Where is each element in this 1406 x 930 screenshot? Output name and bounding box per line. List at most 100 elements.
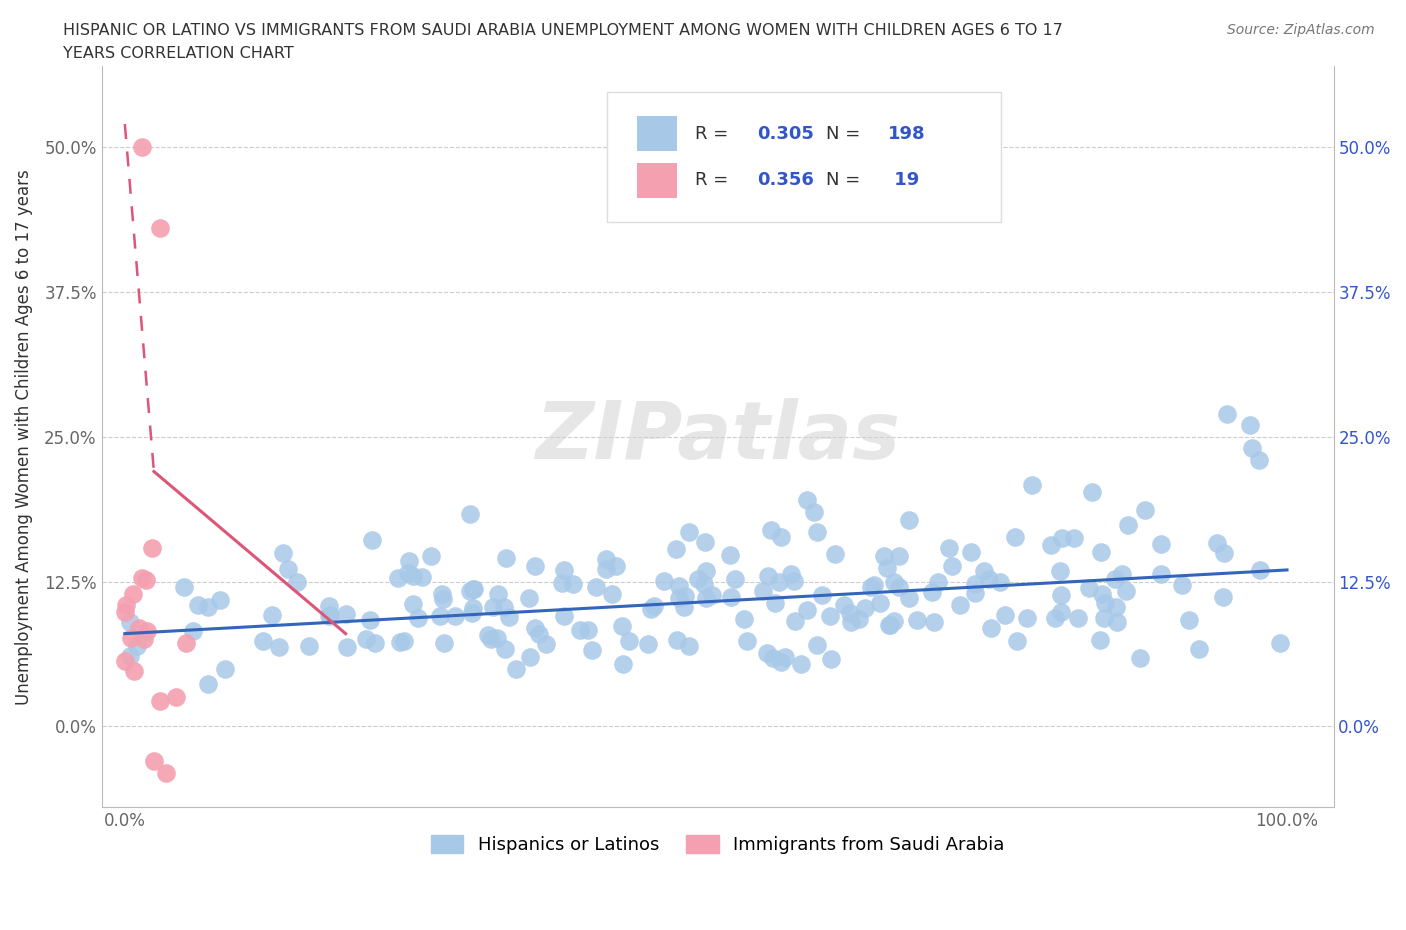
Point xyxy=(429,608,451,623)
Point xyxy=(1104,572,1126,587)
Point xyxy=(839,606,862,621)
Point xyxy=(1090,632,1112,647)
Point xyxy=(1004,530,1026,545)
Point xyxy=(761,523,783,538)
Point xyxy=(668,591,690,606)
Point xyxy=(118,614,141,629)
Point xyxy=(387,570,409,585)
Point xyxy=(485,631,508,645)
Point xyxy=(977,572,1000,587)
Point xyxy=(718,548,741,563)
Point xyxy=(135,573,157,588)
Point xyxy=(1111,567,1133,582)
Point xyxy=(824,547,846,562)
Point xyxy=(122,587,145,602)
Point xyxy=(763,595,786,610)
Point xyxy=(938,540,960,555)
Point xyxy=(173,580,195,595)
Point xyxy=(1021,477,1043,492)
Point xyxy=(673,600,696,615)
Point xyxy=(460,584,482,599)
Point xyxy=(477,628,499,643)
Point xyxy=(122,663,145,678)
Text: N =: N = xyxy=(825,125,866,142)
Point xyxy=(898,512,921,527)
Point xyxy=(267,640,290,655)
Point xyxy=(1049,563,1071,578)
Point xyxy=(693,535,716,550)
Point xyxy=(402,568,425,583)
Bar xyxy=(637,163,676,198)
Point xyxy=(796,493,818,508)
Point xyxy=(1115,583,1137,598)
Point xyxy=(354,632,377,647)
Point xyxy=(600,587,623,602)
Point xyxy=(869,596,891,611)
Point xyxy=(959,544,981,559)
Point xyxy=(883,575,905,590)
Point xyxy=(174,635,197,650)
Point xyxy=(463,581,485,596)
Text: R =: R = xyxy=(696,171,734,190)
Point xyxy=(165,690,187,705)
Point xyxy=(640,602,662,617)
Point xyxy=(142,753,165,768)
Point xyxy=(461,581,484,596)
Point xyxy=(860,580,883,595)
Point xyxy=(411,569,433,584)
Point xyxy=(336,640,359,655)
Point xyxy=(1090,544,1112,559)
Point xyxy=(1040,538,1063,552)
Point xyxy=(1249,563,1271,578)
Point xyxy=(527,627,550,642)
Point xyxy=(695,591,717,605)
Point xyxy=(1239,418,1261,432)
Point xyxy=(569,622,592,637)
Point xyxy=(756,646,779,661)
Point xyxy=(432,591,454,606)
Point xyxy=(723,571,745,586)
Point xyxy=(1077,580,1099,595)
Point xyxy=(752,584,775,599)
Point xyxy=(941,559,963,574)
Point xyxy=(619,633,641,648)
Point xyxy=(585,579,607,594)
Point xyxy=(1116,518,1139,533)
Point xyxy=(498,610,520,625)
Point xyxy=(1240,441,1263,456)
Point xyxy=(643,599,665,614)
Point xyxy=(756,569,779,584)
Point xyxy=(853,601,876,616)
Point xyxy=(553,563,575,578)
Point xyxy=(561,577,583,591)
Point xyxy=(841,615,863,630)
Point xyxy=(364,635,387,650)
Point xyxy=(519,650,541,665)
Point xyxy=(115,598,138,613)
Point xyxy=(733,611,755,626)
Point xyxy=(298,639,321,654)
Point xyxy=(285,574,308,589)
Point xyxy=(678,639,700,654)
Point xyxy=(887,548,910,563)
Point xyxy=(965,577,987,591)
Point xyxy=(197,599,219,614)
Point xyxy=(576,623,599,638)
Point xyxy=(388,635,411,650)
Point xyxy=(1133,502,1156,517)
Point xyxy=(252,634,274,649)
Point xyxy=(1043,610,1066,625)
Point xyxy=(318,608,340,623)
Point xyxy=(551,576,574,591)
Point xyxy=(524,620,547,635)
Point xyxy=(612,657,634,671)
Point xyxy=(889,580,911,595)
Point xyxy=(444,608,467,623)
Point xyxy=(1063,531,1085,546)
Point xyxy=(1188,642,1211,657)
Point xyxy=(783,574,806,589)
Point xyxy=(897,591,920,605)
Point xyxy=(420,548,443,563)
Point xyxy=(318,599,340,614)
Point xyxy=(1105,600,1128,615)
